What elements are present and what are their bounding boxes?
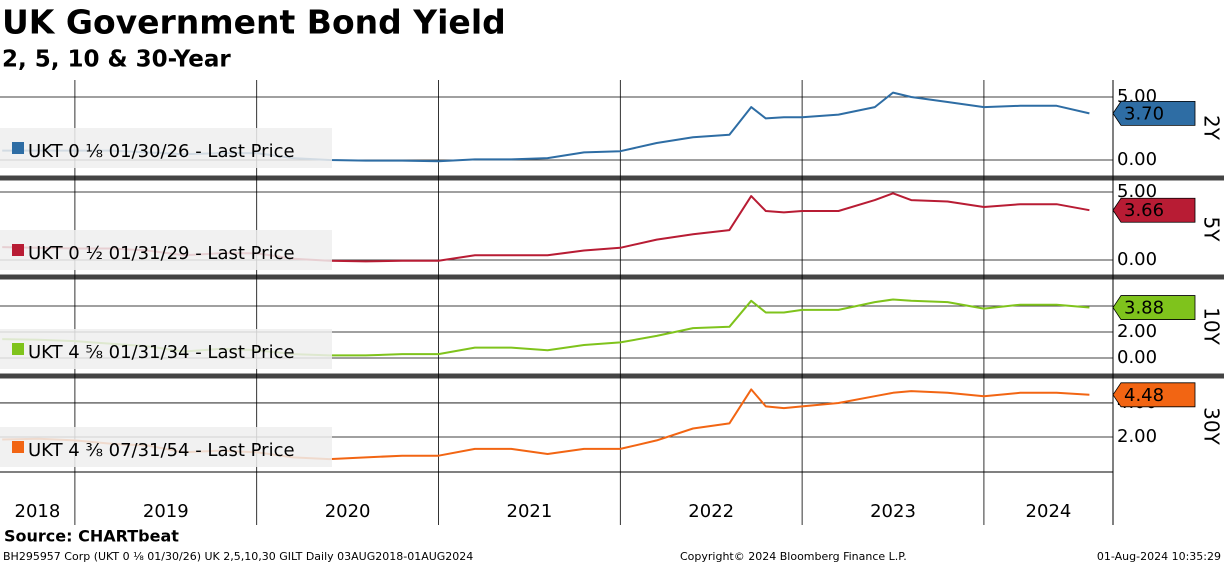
y-tick-label: 0.00 xyxy=(1117,249,1157,270)
y-tick-label: 2.00 xyxy=(1117,426,1157,447)
x-tick-label: 2021 xyxy=(507,501,553,522)
legend-label: UKT 4 ⅝ 01/31/34 - Last Price xyxy=(28,342,295,363)
last-value-tag xyxy=(1112,382,1196,408)
legend-swatch xyxy=(12,244,24,256)
last-value-label: 4.48 xyxy=(1124,385,1164,406)
last-value-label: 3.70 xyxy=(1124,103,1164,124)
last-value-tag xyxy=(1112,295,1196,320)
footer-right: 01-Aug-2024 10:35:29 xyxy=(1097,550,1221,563)
x-tick-label: 2018 xyxy=(15,501,61,522)
footer-center: Copyright© 2024 Bloomberg Finance L.P. xyxy=(680,550,907,563)
x-tick-label: 2024 xyxy=(1026,501,1072,522)
legend-label: UKT 0 ⅛ 01/30/26 - Last Price xyxy=(28,141,295,162)
x-tick-label: 2022 xyxy=(688,501,734,522)
panel-separator xyxy=(0,175,1224,181)
source: Source: CHARTbeat xyxy=(4,527,179,546)
last-value-label: 3.88 xyxy=(1124,298,1164,319)
legend-box xyxy=(0,230,332,270)
y-tick-label: 2.00 xyxy=(1117,321,1157,342)
last-value-label: 3.66 xyxy=(1124,200,1164,221)
legend-swatch xyxy=(12,441,24,453)
panel-label: 5Y xyxy=(1200,217,1224,243)
y-tick-label: 0.00 xyxy=(1117,347,1157,368)
legend-swatch xyxy=(12,142,24,154)
footer-left: BH295957 Corp (UKT 0 ⅛ 01/30/26) UK 2,5,… xyxy=(3,550,473,563)
panel-label: 2Y xyxy=(1200,115,1224,141)
x-tick-label: 2019 xyxy=(143,501,189,522)
panel-separator xyxy=(0,274,1224,280)
y-tick-label: 0.00 xyxy=(1117,149,1157,170)
last-value-tag xyxy=(1112,100,1196,126)
chart-subtitle: 2, 5, 10 & 30-Year xyxy=(2,47,231,73)
legend-box xyxy=(0,427,332,467)
legend-box xyxy=(0,329,332,369)
x-tick-label: 2023 xyxy=(870,501,916,522)
y-tick-label: 5.00 xyxy=(1117,181,1157,202)
legend-swatch xyxy=(12,343,24,355)
panel-separator xyxy=(0,373,1224,379)
legend-label: UKT 4 ⅜ 07/31/54 - Last Price xyxy=(28,440,295,461)
last-value-tag xyxy=(1112,197,1196,223)
legend-box xyxy=(0,128,332,168)
panel-label: 30Y xyxy=(1200,407,1224,445)
panel-label: 10Y xyxy=(1200,307,1224,345)
x-tick-label: 2020 xyxy=(325,501,371,522)
legend-label: UKT 0 ½ 01/31/29 - Last Price xyxy=(28,243,295,264)
chart-title: UK Government Bond Yield xyxy=(2,3,506,42)
